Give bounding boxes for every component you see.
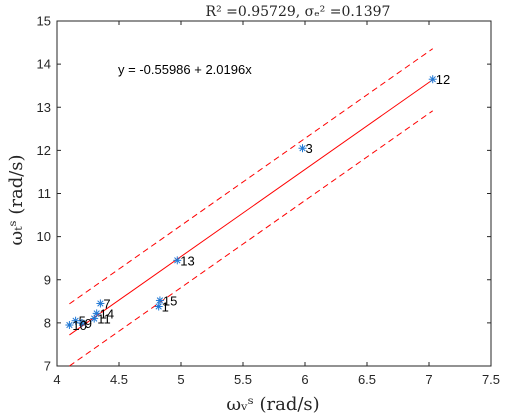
y-tick-label: 9 <box>44 272 51 287</box>
data-point: 1 <box>154 299 169 314</box>
data-point-label: 15 <box>163 293 177 308</box>
data-point: 11 <box>90 312 111 327</box>
y-axis-label: ωₜˢ (rad/s) <box>6 154 27 245</box>
x-tick-label: 7.5 <box>482 372 500 387</box>
data-point-label: 14 <box>100 306 114 321</box>
data-point-label: 9 <box>85 316 92 331</box>
data-point-label: 13 <box>180 253 194 268</box>
data-point: 13 <box>173 253 195 268</box>
confidence-band-line <box>69 48 434 305</box>
data-point: 15 <box>155 293 177 308</box>
x-tick-label: 6.5 <box>358 372 376 387</box>
data-point: 7 <box>96 296 111 311</box>
x-tick-label: 7 <box>425 372 432 387</box>
y-tick-label: 15 <box>37 14 51 29</box>
y-tick-label: 11 <box>38 186 52 201</box>
data-points: 13579101112131415 <box>65 72 450 333</box>
y-tick-label: 14 <box>37 57 51 72</box>
y-tick-label: 8 <box>44 315 51 330</box>
data-point-label: 3 <box>306 141 313 156</box>
fit-lines <box>69 48 434 367</box>
fit-equation: y = -0.55986 + 2.0196x <box>118 62 252 77</box>
data-point-label: 11 <box>97 312 111 327</box>
y-tick-label: 10 <box>37 229 51 244</box>
confidence-band-line <box>69 110 434 367</box>
y-tick-label: 12 <box>37 143 51 158</box>
y-tick-label: 13 <box>37 100 51 115</box>
data-point-label: 7 <box>103 296 110 311</box>
x-tick-label: 5.5 <box>234 372 252 387</box>
x-tick-label: 4.5 <box>110 372 128 387</box>
data-point-label: 12 <box>436 72 450 87</box>
data-point-label: 1 <box>162 299 169 314</box>
x-axis-label: ωᵥˢ (rad/s) <box>226 394 319 415</box>
data-point: 3 <box>298 141 313 156</box>
data-point: 14 <box>92 306 114 321</box>
data-point: 10 <box>65 318 87 333</box>
x-tick-label: 6 <box>301 372 308 387</box>
data-point: 9 <box>77 316 92 331</box>
data-point-label: 10 <box>72 318 86 333</box>
x-tick-label: 5 <box>177 372 184 387</box>
y-tick-label: 7 <box>44 359 51 374</box>
data-point: 12 <box>428 72 450 87</box>
x-tick-label: 4 <box>53 372 60 387</box>
fit-line <box>69 79 434 336</box>
chart-title: R² =0.95729, σₑ² =0.1397 <box>206 4 391 20</box>
